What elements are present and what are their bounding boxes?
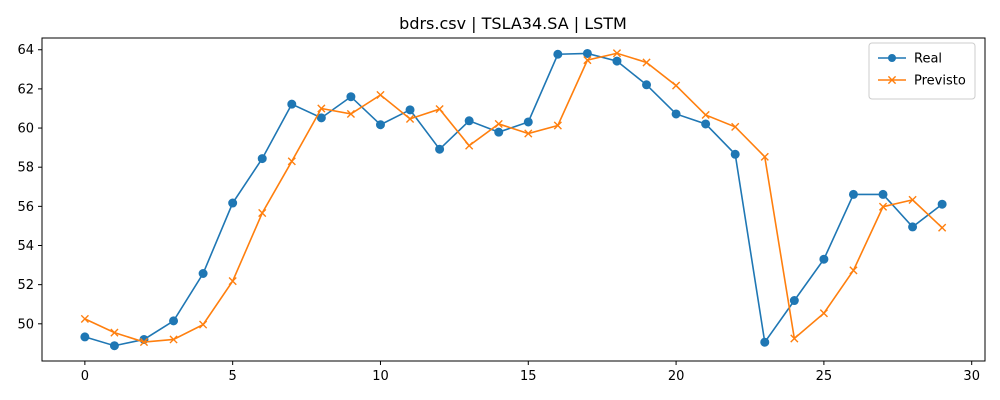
data-point-real — [642, 80, 652, 90]
series-line-previsto — [84, 52, 943, 343]
data-point-previsto — [938, 223, 947, 232]
data-point-previsto — [346, 109, 356, 119]
data-point-real — [494, 127, 504, 137]
y-tick-label: 58 — [17, 161, 34, 176]
data-point-real — [435, 144, 445, 154]
legend-marker-previsto — [887, 75, 897, 85]
x-tick-label: 0 — [81, 369, 89, 384]
data-point-previsto — [671, 81, 681, 90]
data-point-real — [582, 48, 592, 58]
data-point-previsto — [553, 121, 562, 130]
data-point-real — [878, 189, 888, 199]
legend-label-real: Real — [914, 52, 942, 67]
plot-frame — [41, 37, 986, 362]
data-point-real — [464, 116, 474, 126]
data-point-previsto — [169, 335, 178, 344]
data-point-real — [287, 99, 297, 109]
legend: Real Previsto — [868, 42, 976, 100]
data-point-previsto — [583, 56, 592, 65]
data-point-previsto — [878, 202, 888, 211]
y-tick-label: 56 — [17, 200, 34, 215]
data-point-previsto — [139, 337, 149, 347]
data-point-real — [819, 254, 829, 264]
data-point-previsto — [405, 114, 415, 123]
data-point-previsto — [376, 90, 385, 100]
data-point-previsto — [435, 104, 444, 114]
data-point-real — [523, 117, 533, 127]
data-point-previsto — [819, 309, 828, 318]
data-point-real — [789, 296, 799, 306]
data-point-real — [848, 189, 858, 199]
y-tick-label: 62 — [17, 82, 34, 97]
data-point-previsto — [199, 320, 208, 329]
data-point-real — [405, 105, 415, 115]
data-point-real — [346, 92, 356, 102]
data-point-real — [316, 113, 326, 123]
data-point-real — [109, 341, 119, 351]
data-point-previsto — [494, 119, 503, 129]
axes: 0 5 10 15 20 25 30 50 52 54 56 58 60 62 64 — [17, 37, 986, 384]
data-point-previsto — [908, 195, 917, 204]
x-tick-label: 5 — [229, 369, 237, 384]
x-tick-label: 15 — [520, 369, 537, 384]
legend-marker-real — [888, 54, 896, 62]
data-point-previsto — [258, 208, 267, 218]
data-point-previsto — [760, 152, 769, 161]
x-tick-label: 30 — [963, 369, 980, 384]
data-point-previsto — [701, 110, 710, 120]
data-point-previsto — [849, 266, 858, 275]
data-point-real — [169, 316, 179, 326]
data-point-real — [937, 199, 947, 209]
legend-label-previsto: Previsto — [914, 74, 966, 89]
data-point-previsto — [80, 314, 89, 324]
data-point-previsto — [287, 157, 296, 166]
series-layer — [80, 48, 947, 351]
y-tick-label: 50 — [17, 317, 34, 332]
data-point-real — [375, 120, 385, 130]
y-tick-label: 54 — [17, 239, 34, 254]
data-point-previsto — [731, 122, 740, 131]
data-point-real — [257, 154, 267, 164]
data-point-real — [228, 198, 238, 208]
y-tick-label: 64 — [17, 43, 34, 58]
series-line-real — [84, 52, 943, 347]
data-point-real — [730, 149, 740, 159]
data-point-real — [612, 56, 622, 66]
x-tick-label: 10 — [372, 369, 389, 384]
data-point-real — [671, 109, 681, 119]
data-point-previsto — [642, 58, 651, 67]
data-point-previsto — [317, 104, 326, 113]
y-tick-label: 52 — [17, 278, 34, 293]
data-point-real — [553, 49, 563, 59]
data-point-previsto — [612, 49, 622, 58]
data-point-real — [80, 332, 90, 342]
data-point-real — [198, 268, 208, 278]
data-point-previsto — [524, 129, 533, 138]
data-point-previsto — [465, 141, 474, 150]
data-point-previsto — [790, 334, 799, 343]
data-point-previsto — [228, 277, 237, 286]
data-point-real — [760, 337, 770, 347]
data-point-real — [701, 119, 711, 129]
y-tick-label: 60 — [17, 122, 34, 137]
x-tick-label: 25 — [816, 369, 833, 384]
data-point-real — [908, 222, 918, 232]
data-point-previsto — [110, 328, 119, 337]
chart-title: bdrs.csv | TSLA34.SA | LSTM — [399, 14, 627, 33]
x-tick-label: 20 — [668, 369, 685, 384]
